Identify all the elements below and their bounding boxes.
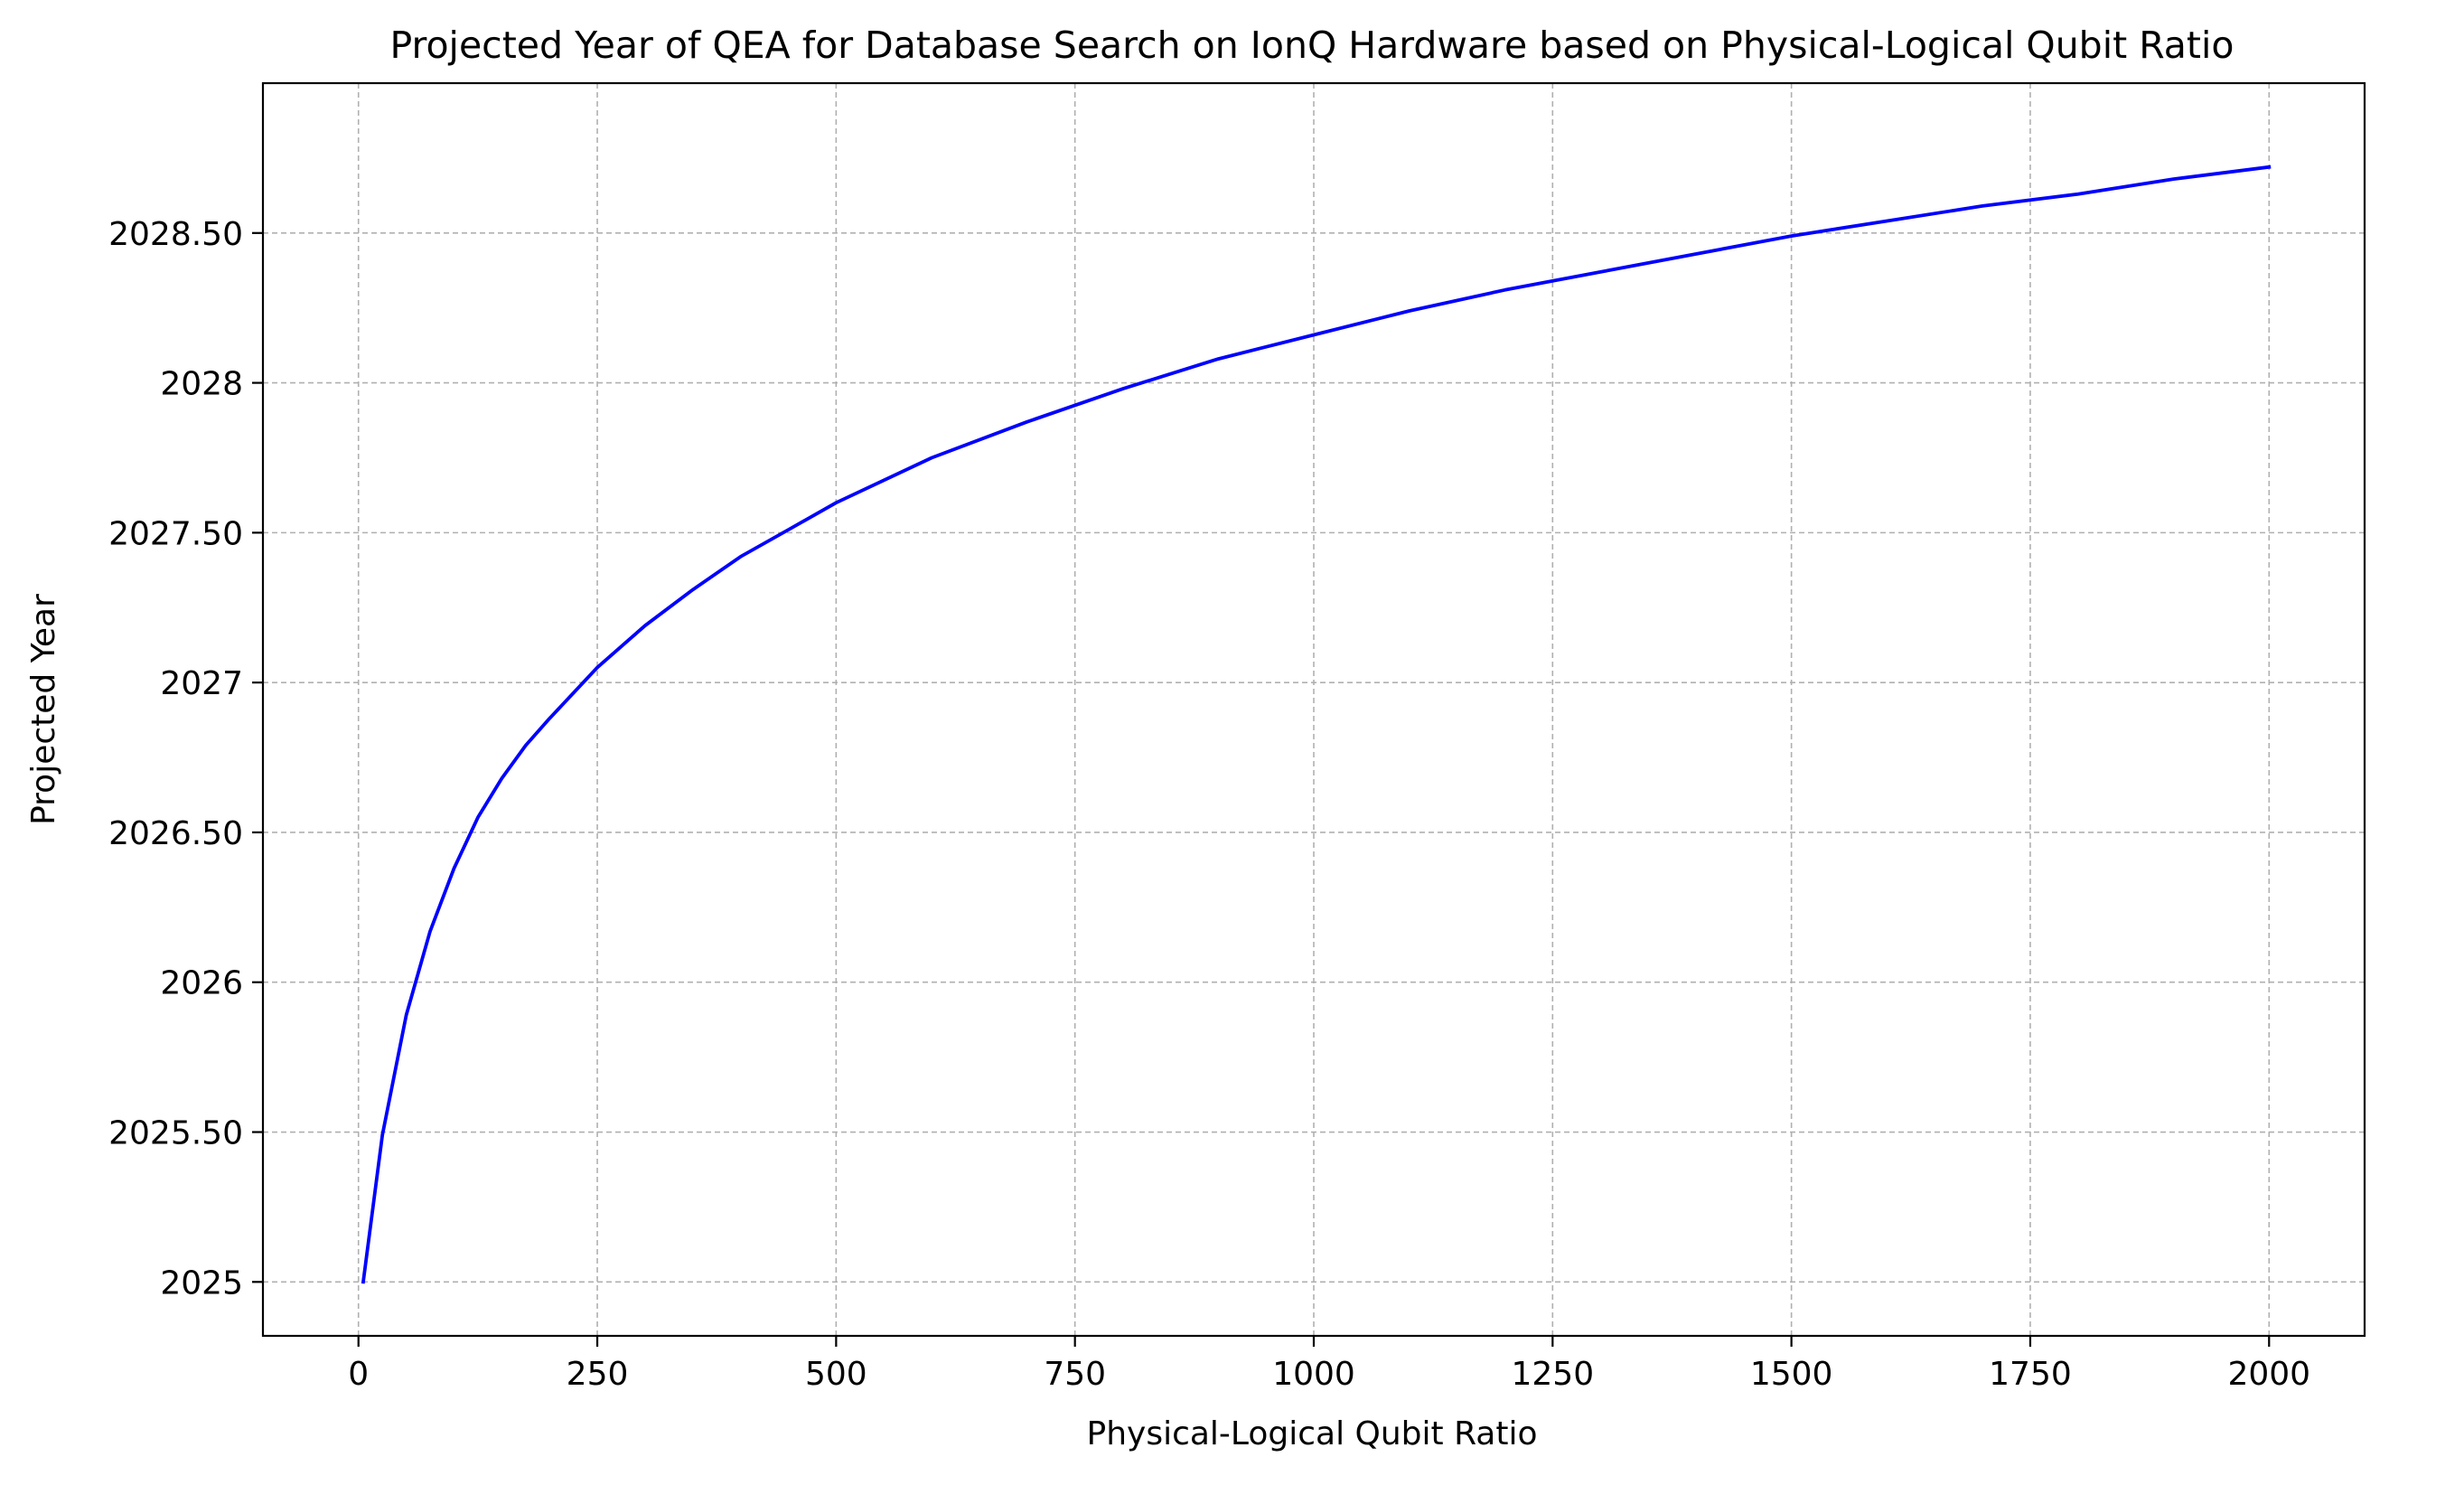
x-tick-label: 1000 <box>1272 1356 1355 1393</box>
y-tick-label: 2027 <box>160 665 243 702</box>
x-tick-label: 2000 <box>2227 1356 2310 1393</box>
series-layer <box>361 164 2272 1284</box>
grid-lines <box>263 83 2365 1336</box>
x-tick-label: 500 <box>805 1356 867 1393</box>
y-axis-ticks: 2025 2025.50 2026 2026.50 2027 2027.50 2028 202… <box>108 216 263 1302</box>
x-axis-ticks: 0 250 500 750 1000 1250 1500 1750 2000 <box>348 1336 2310 1393</box>
x-tick-label: 750 <box>1044 1356 1106 1393</box>
x-tick-label: 250 <box>567 1356 629 1393</box>
y-tick-label: 2026.50 <box>108 815 243 852</box>
y-axis-label: Projected Year <box>25 594 62 825</box>
x-tick-label: 1500 <box>1750 1356 1833 1393</box>
y-tick-label: 2025 <box>160 1264 243 1302</box>
x-tick-label: 0 <box>348 1356 369 1393</box>
chart-title: Projected Year of QEA for Database Searc… <box>390 23 2234 67</box>
x-tick-label: 1250 <box>1512 1356 1595 1393</box>
y-tick-label: 2027.50 <box>108 515 243 552</box>
y-tick-label: 2028 <box>160 366 243 403</box>
y-tick-label: 2026 <box>160 965 243 1002</box>
series-line <box>361 164 2272 1284</box>
x-axis-label: Physical-Logical Qubit Ratio <box>1086 1415 1537 1452</box>
y-tick-label: 2028.50 <box>108 216 243 253</box>
y-tick-label: 2025.50 <box>108 1115 243 1152</box>
x-tick-label: 1750 <box>1989 1356 2072 1393</box>
